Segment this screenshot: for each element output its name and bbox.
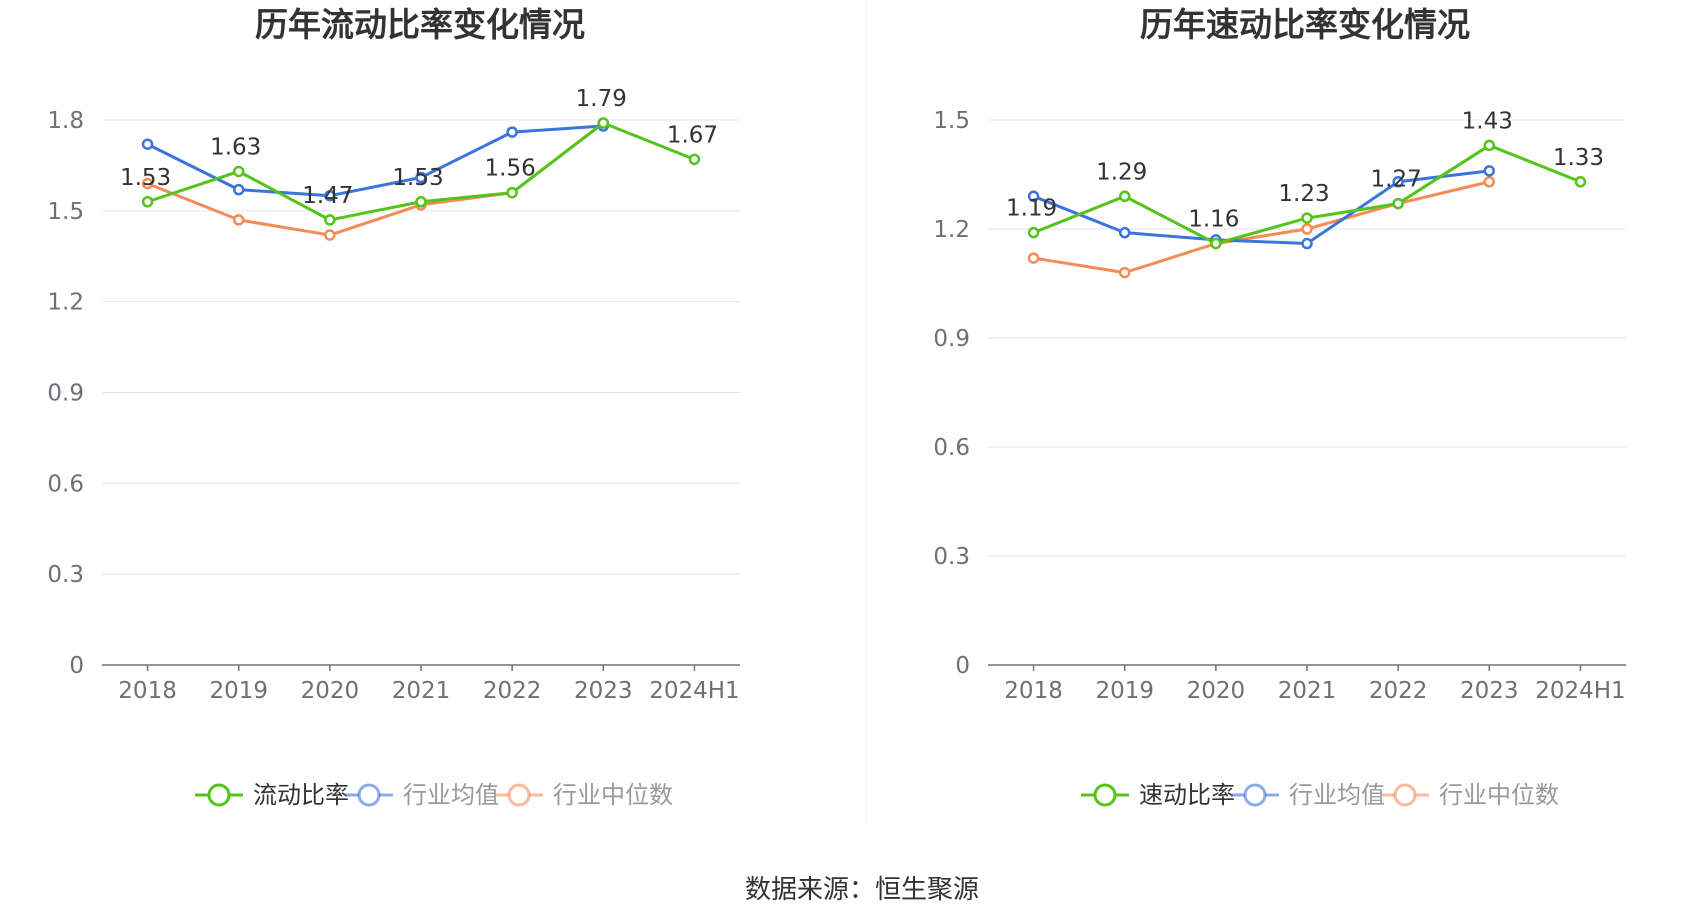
legend-label: 行业均值: [1289, 781, 1385, 809]
quick-ratio-chart: 历年速动比率变化情况 0 0.3 0.6 0.9 1.2 1.5 2018 2019 2020 20…: [933, 5, 1626, 809]
data-point-median[interactable]: [141, 177, 154, 190]
legend-item-average[interactable]: 行业均值: [1231, 781, 1385, 809]
data-label: 1.23: [1278, 181, 1329, 207]
series-line-median: [1033, 180, 1490, 275]
data-point-primary[interactable]: [1118, 190, 1131, 203]
data-point-primary[interactable]: [1574, 176, 1587, 188]
data-label: 1.67: [667, 122, 718, 148]
x-tick-label: 2024H1: [1535, 678, 1625, 704]
legend-marker: [507, 783, 531, 807]
data-label: 1.43: [1462, 108, 1513, 134]
data-point-median[interactable]: [1483, 176, 1496, 188]
data-label: 1.53: [120, 165, 171, 191]
data-point-average[interactable]: [141, 138, 154, 150]
data-label: 1.29: [1096, 159, 1147, 185]
legend-label: 流动比率: [253, 781, 349, 809]
data-point-average[interactable]: [1118, 226, 1131, 239]
data-point-primary[interactable]: [1210, 237, 1222, 250]
legend-label: 行业均值: [403, 781, 499, 809]
y-tick-label: 1.5: [933, 108, 970, 134]
x-tick-label: 2021: [1278, 678, 1337, 704]
data-source-note: 数据来源：恒生聚源: [745, 875, 979, 905]
data-point-average[interactable]: [506, 126, 518, 138]
legend-item-primary[interactable]: 流动比率: [195, 781, 349, 809]
chart-title: 历年流动比率变化情况: [255, 5, 585, 44]
x-tick-label: 2020: [301, 678, 360, 704]
series-line-average: [1033, 169, 1490, 246]
y-tick-label: 1.2: [47, 290, 84, 316]
data-point-primary[interactable]: [1027, 226, 1040, 239]
y-tick-label: 0.9: [933, 326, 970, 352]
data-point-median[interactable]: [1301, 223, 1313, 235]
data-point-primary[interactable]: [324, 214, 336, 226]
data-point-median[interactable]: [1118, 266, 1131, 279]
y-tick-label: 0.6: [933, 435, 970, 461]
y-tick-label: 0: [69, 653, 84, 679]
legend-marker: [1093, 783, 1117, 807]
x-tick-label: 2022: [1369, 678, 1428, 704]
x-tick-label: 2023: [574, 678, 633, 704]
legend-item-median[interactable]: 行业中位数: [1381, 781, 1559, 809]
data-point-primary[interactable]: [1483, 139, 1496, 152]
data-label: 1.33: [1553, 145, 1604, 171]
data-label: 1.79: [576, 86, 627, 112]
data-point-average[interactable]: [232, 183, 245, 196]
y-tick-label: 0.3: [47, 562, 84, 588]
data-point-median[interactable]: [324, 229, 336, 241]
legend-label: 行业中位数: [553, 781, 673, 809]
legend-marker: [207, 783, 231, 807]
data-point-average[interactable]: [1301, 237, 1313, 250]
data-label: 1.56: [485, 156, 536, 182]
x-tick-label: 2022: [483, 678, 542, 704]
data-point-average[interactable]: [415, 171, 427, 184]
current-ratio-chart: 历年流动比率变化情况 0 0.3 0.6 0.9 1.2 1.5 1.8 2018 2019 202…: [47, 5, 740, 809]
x-tick-label: 2019: [1095, 678, 1154, 704]
data-point-average[interactable]: [1027, 190, 1040, 203]
data-point-average[interactable]: [1392, 176, 1404, 188]
data-point-primary[interactable]: [1301, 212, 1313, 224]
data-point-primary[interactable]: [1392, 197, 1404, 210]
data-point-median[interactable]: [1027, 252, 1040, 264]
legend-marker: [1393, 783, 1417, 807]
x-tick-label: 2024H1: [649, 678, 739, 704]
y-tick-label: 1.8: [47, 108, 84, 134]
x-tick-label: 2019: [209, 678, 268, 704]
data-label: 1.16: [1188, 207, 1239, 233]
x-tick-label: 2018: [118, 678, 177, 704]
y-tick-label: 1.2: [933, 217, 970, 243]
data-point-primary[interactable]: [415, 196, 427, 208]
legend-marker: [1243, 783, 1267, 807]
legend-item-median[interactable]: 行业中位数: [495, 781, 673, 809]
data-label: 1.19: [1006, 196, 1057, 222]
data-label: 1.27: [1371, 167, 1422, 193]
data-point-average[interactable]: [1483, 165, 1496, 177]
y-tick-label: 0: [955, 653, 970, 679]
y-tick-label: 1.5: [47, 199, 84, 225]
legend-item-average[interactable]: 行业均值: [345, 781, 499, 809]
x-tick-label: 2023: [1460, 678, 1519, 704]
data-point-primary[interactable]: [597, 117, 610, 129]
data-label: 1.47: [302, 183, 353, 209]
y-tick-label: 0.9: [47, 381, 84, 407]
data-point-primary[interactable]: [688, 153, 701, 166]
data-label: 1.63: [210, 134, 261, 160]
legend-label: 行业中位数: [1439, 781, 1559, 809]
series-line-average: [146, 124, 604, 198]
data-point-primary[interactable]: [232, 165, 245, 178]
x-tick-label: 2021: [392, 678, 451, 704]
legend-label: 速动比率: [1139, 781, 1235, 809]
legend-item-primary[interactable]: 速动比率: [1081, 781, 1235, 809]
data-label: 1.53: [392, 165, 443, 191]
y-tick-label: 0.6: [47, 471, 84, 497]
chart-title: 历年速动比率变化情况: [1140, 5, 1470, 44]
legend-marker: [357, 783, 381, 807]
data-point-primary[interactable]: [141, 196, 154, 208]
data-point-primary[interactable]: [506, 186, 518, 199]
y-tick-label: 0.3: [933, 544, 970, 570]
data-point-median[interactable]: [232, 214, 245, 226]
x-tick-label: 2018: [1004, 678, 1063, 704]
x-tick-label: 2020: [1187, 678, 1246, 704]
data-point-average[interactable]: [324, 189, 336, 202]
